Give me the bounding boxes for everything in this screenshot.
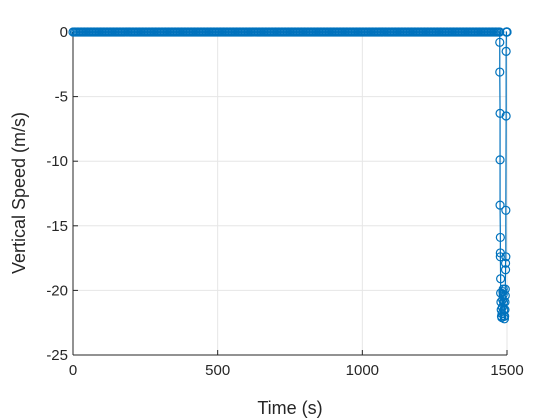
- data-point: [495, 67, 505, 77]
- y-tick-label: -25: [46, 347, 68, 364]
- data-point: [501, 111, 511, 121]
- data-point: [495, 232, 505, 243]
- data-point: [495, 155, 505, 165]
- data-point: [500, 258, 511, 268]
- tick-labels: 0 500 1000 1500 0 -5 -10 -15 -20 -25: [46, 24, 523, 379]
- data-point: [500, 284, 510, 294]
- data-point: [500, 297, 510, 307]
- data-point: [501, 46, 511, 56]
- x-tick-label: 1000: [346, 362, 379, 379]
- y-tick-label: -15: [46, 218, 68, 235]
- x-tick-label: 500: [205, 362, 230, 379]
- grid: [72, 31, 508, 356]
- data-point: [495, 108, 505, 118]
- y-axis-label: Vertical Speed (m/s): [9, 112, 29, 274]
- data-point: [495, 37, 505, 47]
- data-point: [500, 290, 510, 301]
- data-point: [502, 27, 512, 37]
- x-tick-label: 0: [69, 362, 77, 379]
- data-point: [495, 27, 505, 37]
- y-tick-label: -5: [55, 89, 68, 106]
- data-point: [501, 205, 511, 215]
- data-point: [495, 200, 505, 210]
- x-tick-label: 1500: [490, 362, 523, 379]
- x-axis-label: Time (s): [257, 398, 322, 418]
- data-point: [500, 311, 510, 321]
- y-tick-label: 0: [60, 24, 68, 41]
- data-point: [496, 274, 506, 284]
- marker-layer: [68, 27, 512, 324]
- axes: [72, 31, 508, 356]
- y-tick-label: -10: [46, 153, 68, 170]
- data-point: [495, 252, 505, 262]
- data-point: [501, 252, 511, 262]
- plot-area: [73, 32, 507, 355]
- y-tick-label: -20: [46, 282, 68, 299]
- data-point: [500, 265, 511, 275]
